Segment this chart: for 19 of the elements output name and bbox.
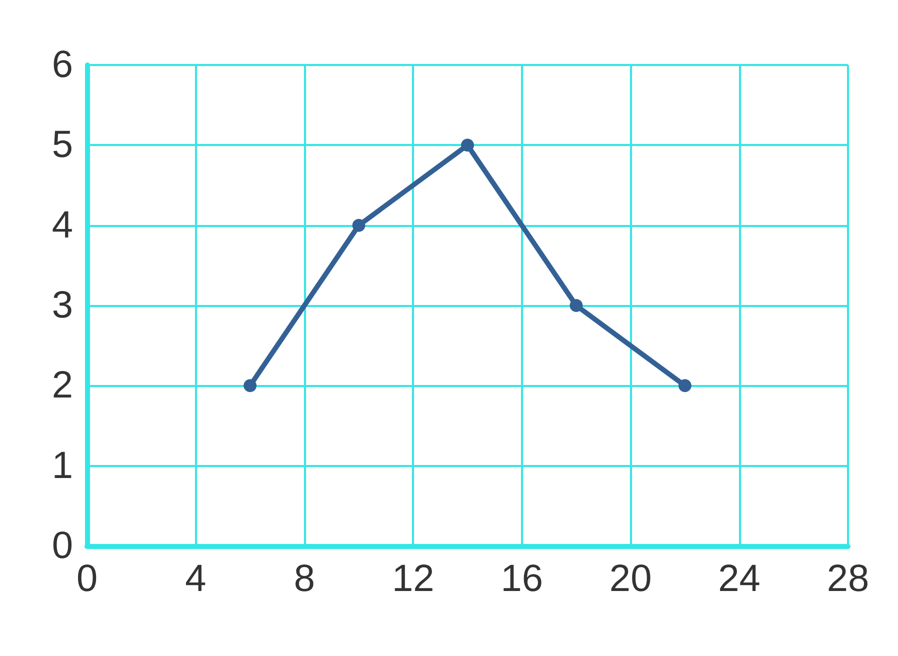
point bbox=[244, 379, 257, 392]
point bbox=[678, 379, 692, 392]
point bbox=[461, 138, 474, 152]
y-tick-label: 6 bbox=[52, 44, 73, 86]
point bbox=[352, 218, 366, 232]
y-tick-label: 1 bbox=[52, 444, 73, 487]
y-tick-label: 0 bbox=[52, 525, 73, 567]
x-tick-label: 24 bbox=[718, 558, 760, 600]
x-tick-label: 16 bbox=[500, 558, 543, 600]
x-tick-label: 12 bbox=[392, 558, 434, 600]
y-tick-label: 2 bbox=[52, 364, 73, 407]
y-tick-label: 4 bbox=[52, 204, 73, 246]
x-tick-label: 20 bbox=[609, 558, 652, 600]
y-tick-label: 3 bbox=[52, 284, 73, 326]
x-tick-label: 8 bbox=[294, 558, 315, 600]
point bbox=[570, 299, 583, 312]
y-tick-label: 5 bbox=[52, 124, 73, 166]
x-tick-label: 28 bbox=[826, 558, 870, 600]
x-tick-label: 4 bbox=[185, 558, 206, 600]
